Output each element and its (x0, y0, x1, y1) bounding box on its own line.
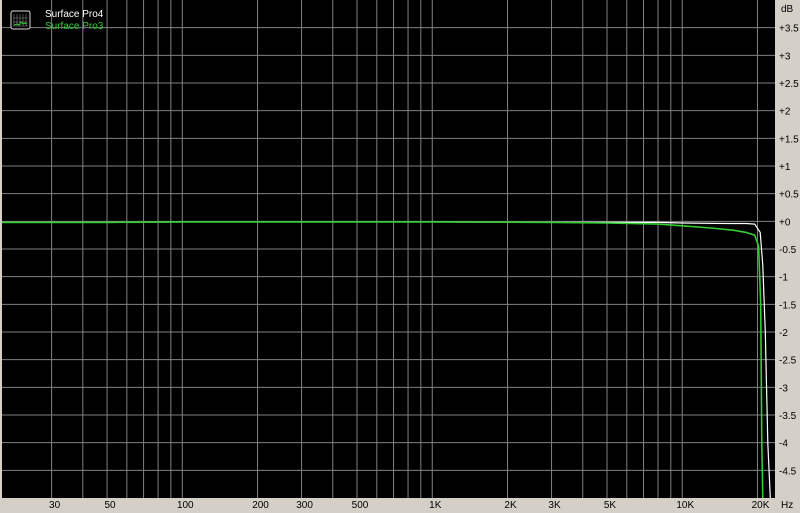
legend-item-pro4: Surface Pro4 (45, 9, 104, 20)
x-tick-label: 5K (604, 500, 617, 511)
y-tick-label: -1 (779, 273, 788, 284)
y-tick-label: -2 (779, 328, 788, 339)
y-tick-label: -3 (779, 383, 788, 394)
y-tick-label: +3.5 (779, 24, 799, 35)
y-tick-label: -4.5 (779, 466, 797, 477)
y-tick-label: -0.5 (779, 245, 797, 256)
x-tick-label: 30 (49, 500, 61, 511)
y-tick-label: -2.5 (779, 356, 797, 367)
x-tick-label: 10K (676, 500, 694, 511)
y-tick-label: +2.5 (779, 79, 799, 90)
x-tick-labels: 30 50 100 200 300 500 1K 2K 3K 5K 10K 20K (49, 500, 770, 511)
series-group (2, 221, 771, 499)
x-unit-label: Hz (781, 500, 793, 511)
x-tick-label: 50 (104, 500, 116, 511)
y-unit-label: dB (781, 4, 794, 15)
legend-item-pro3: Surface Pro3 (45, 21, 104, 32)
y-tick-label: +1 (779, 162, 791, 173)
y-tick-label: -1.5 (779, 300, 797, 311)
x-tick-label: 2K (504, 500, 517, 511)
y-tick-label: +1.5 (779, 134, 799, 145)
x-tick-label: 3K (548, 500, 561, 511)
y-tick-label: -3.5 (779, 411, 797, 422)
legend-chart-icon (10, 10, 31, 30)
y-tick-label: +0.5 (779, 190, 799, 201)
x-tick-label: 300 (296, 500, 313, 511)
x-tick-label: 20K (752, 500, 770, 511)
grid (2, 0, 775, 498)
legend: Surface Pro4 Surface Pro3 (10, 9, 104, 32)
y-tick-labels: +3.5 +3 +2.5 +2 +1.5 +1 +0.5 +0 -0.5 -1 -1.5 -2 -2.5… (779, 24, 799, 478)
x-tick-label: 200 (252, 500, 269, 511)
y-tick-label: +3 (779, 51, 791, 62)
y-tick-label: +2 (779, 107, 791, 118)
x-tick-label: 1K (429, 500, 442, 511)
x-tick-label: 500 (352, 500, 369, 511)
series-line-surface-pro3 (2, 221, 764, 499)
y-tick-label: +0 (779, 217, 791, 228)
x-tick-label: 100 (177, 500, 194, 511)
y-tick-label: -4 (779, 439, 788, 450)
